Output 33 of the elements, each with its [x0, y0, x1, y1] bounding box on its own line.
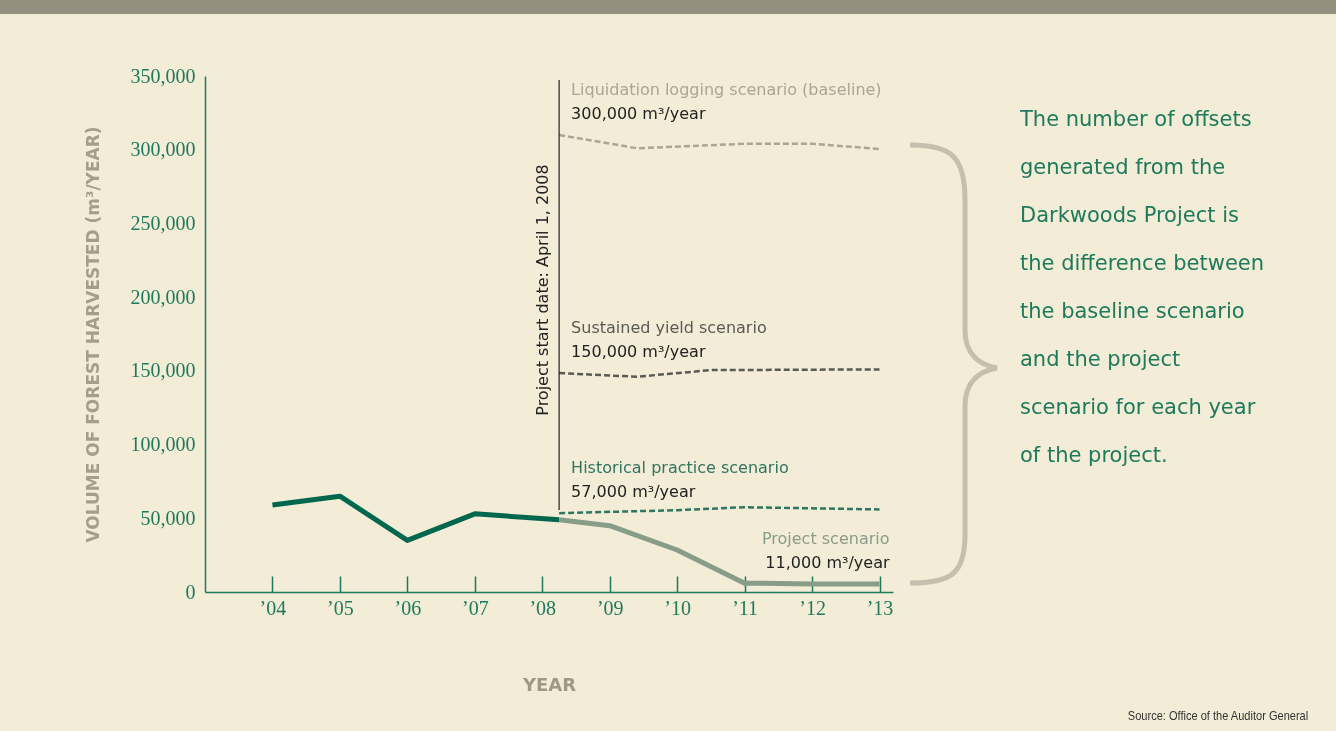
text: Liquidation logging scenario (baseline) [571, 79, 882, 99]
annotation: 300,000 m³/year [571, 103, 706, 123]
y-tick-label: 300,000 [130, 138, 196, 161]
y-tick-label: 350,000 [130, 64, 196, 87]
annotation: 11,000 m³/year [765, 552, 890, 572]
x-axis-title: YEAR [521, 673, 577, 695]
line-series [557, 368, 881, 378]
text: The number of offsets generated from the Darkwoods Project is the difference between the baseline scenario and the project scenario for each year of the project. [1020, 106, 1266, 469]
y-tick-label: 50,000 [140, 506, 196, 529]
y-tick-label: 0 [185, 580, 196, 603]
x-tick-label: ’10 [664, 596, 691, 619]
x-tick-label: ’05 [327, 596, 354, 619]
x-tick-label: ’06 [394, 596, 422, 619]
annotation: 57,000 m³/year [571, 482, 696, 502]
text: Sustained yield scenario [571, 318, 767, 338]
y-tick-label: 150,000 [130, 359, 196, 382]
y-tick-label: 200,000 [130, 285, 196, 308]
x-tick-label: ’09 [596, 596, 624, 619]
x-tick-label: ’07 [461, 596, 489, 619]
source-note: Source: Office of the Auditor General [1127, 708, 1308, 723]
line-series [557, 133, 881, 151]
ref-line-label: Project start date: April 1, 2008 [533, 164, 553, 416]
x-tick-label: ’08 [529, 596, 557, 619]
y-tick-label: 250,000 [130, 211, 196, 234]
y-tick-label: 100,000 [130, 433, 196, 456]
text: Project scenario [761, 528, 890, 548]
x-tick-label: ’04 [259, 596, 287, 619]
y-axis-title: VOLUME OF FOREST HARVESTED (m³/YEAR) [82, 126, 103, 543]
x-tick-label: ’11 [732, 596, 759, 619]
x-tick-label: ’12 [799, 596, 826, 619]
x-tick-label: ’13 [866, 596, 894, 619]
annotation: 150,000 m³/year [571, 342, 706, 362]
series-label: Historical practice scenario [571, 458, 789, 478]
